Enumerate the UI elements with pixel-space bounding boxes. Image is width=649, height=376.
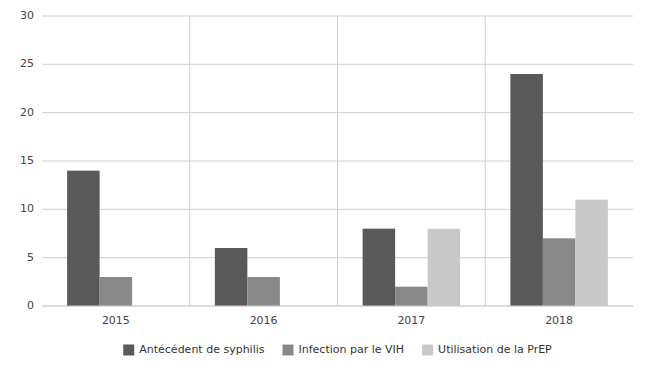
x-tick-label: 2016	[250, 314, 278, 327]
bar	[543, 238, 576, 306]
y-tick-label: 0	[27, 299, 34, 312]
legend: Antécédent de syphilis Infection par le V…	[123, 343, 552, 356]
legend-item: Antécédent de syphilis	[123, 343, 265, 356]
chart-container: 0 5 10 15 20 25 30 2015 2016 2017 2018 Antécédent d…	[0, 0, 649, 376]
legend-swatch	[422, 345, 433, 356]
group-separator	[337, 16, 338, 306]
y-tick-label: 10	[20, 202, 34, 215]
bar	[363, 229, 396, 306]
x-tick-label: 2017	[397, 314, 425, 327]
group-separator	[485, 16, 486, 306]
bar	[428, 229, 461, 306]
y-tick-label: 5	[27, 251, 34, 264]
x-axis: 2015 2016 2017 2018	[42, 306, 633, 327]
bar	[395, 287, 428, 306]
legend-swatch	[123, 345, 134, 356]
legend-label: Utilisation de la PrEP	[438, 343, 552, 356]
legend-swatch	[283, 345, 294, 356]
bars	[67, 74, 608, 306]
y-tick-label: 20	[20, 106, 34, 119]
group-separator	[189, 16, 190, 306]
grid	[42, 16, 633, 306]
legend-label: Infection par le VIH	[299, 343, 405, 356]
y-axis: 0 5 10 15 20 25 30	[20, 9, 34, 312]
y-tick-label: 25	[20, 57, 34, 70]
chart: 0 5 10 15 20 25 30 2015 2016 2017 2018 Antécédent d…	[0, 0, 649, 376]
legend-label: Antécédent de syphilis	[139, 343, 265, 356]
bar	[247, 277, 280, 306]
x-tick-label: 2015	[102, 314, 130, 327]
y-tick-label: 15	[20, 154, 34, 167]
x-axis-line	[42, 306, 633, 307]
bar	[510, 74, 543, 306]
bar	[100, 277, 133, 306]
legend-item: Infection par le VIH	[283, 343, 405, 356]
bar	[575, 200, 608, 306]
y-tick-label: 30	[20, 9, 34, 22]
grid-line	[42, 306, 633, 307]
x-tick-label: 2018	[545, 314, 573, 327]
legend-item: Utilisation de la PrEP	[422, 343, 552, 356]
bar	[215, 248, 248, 306]
bar	[67, 171, 100, 306]
